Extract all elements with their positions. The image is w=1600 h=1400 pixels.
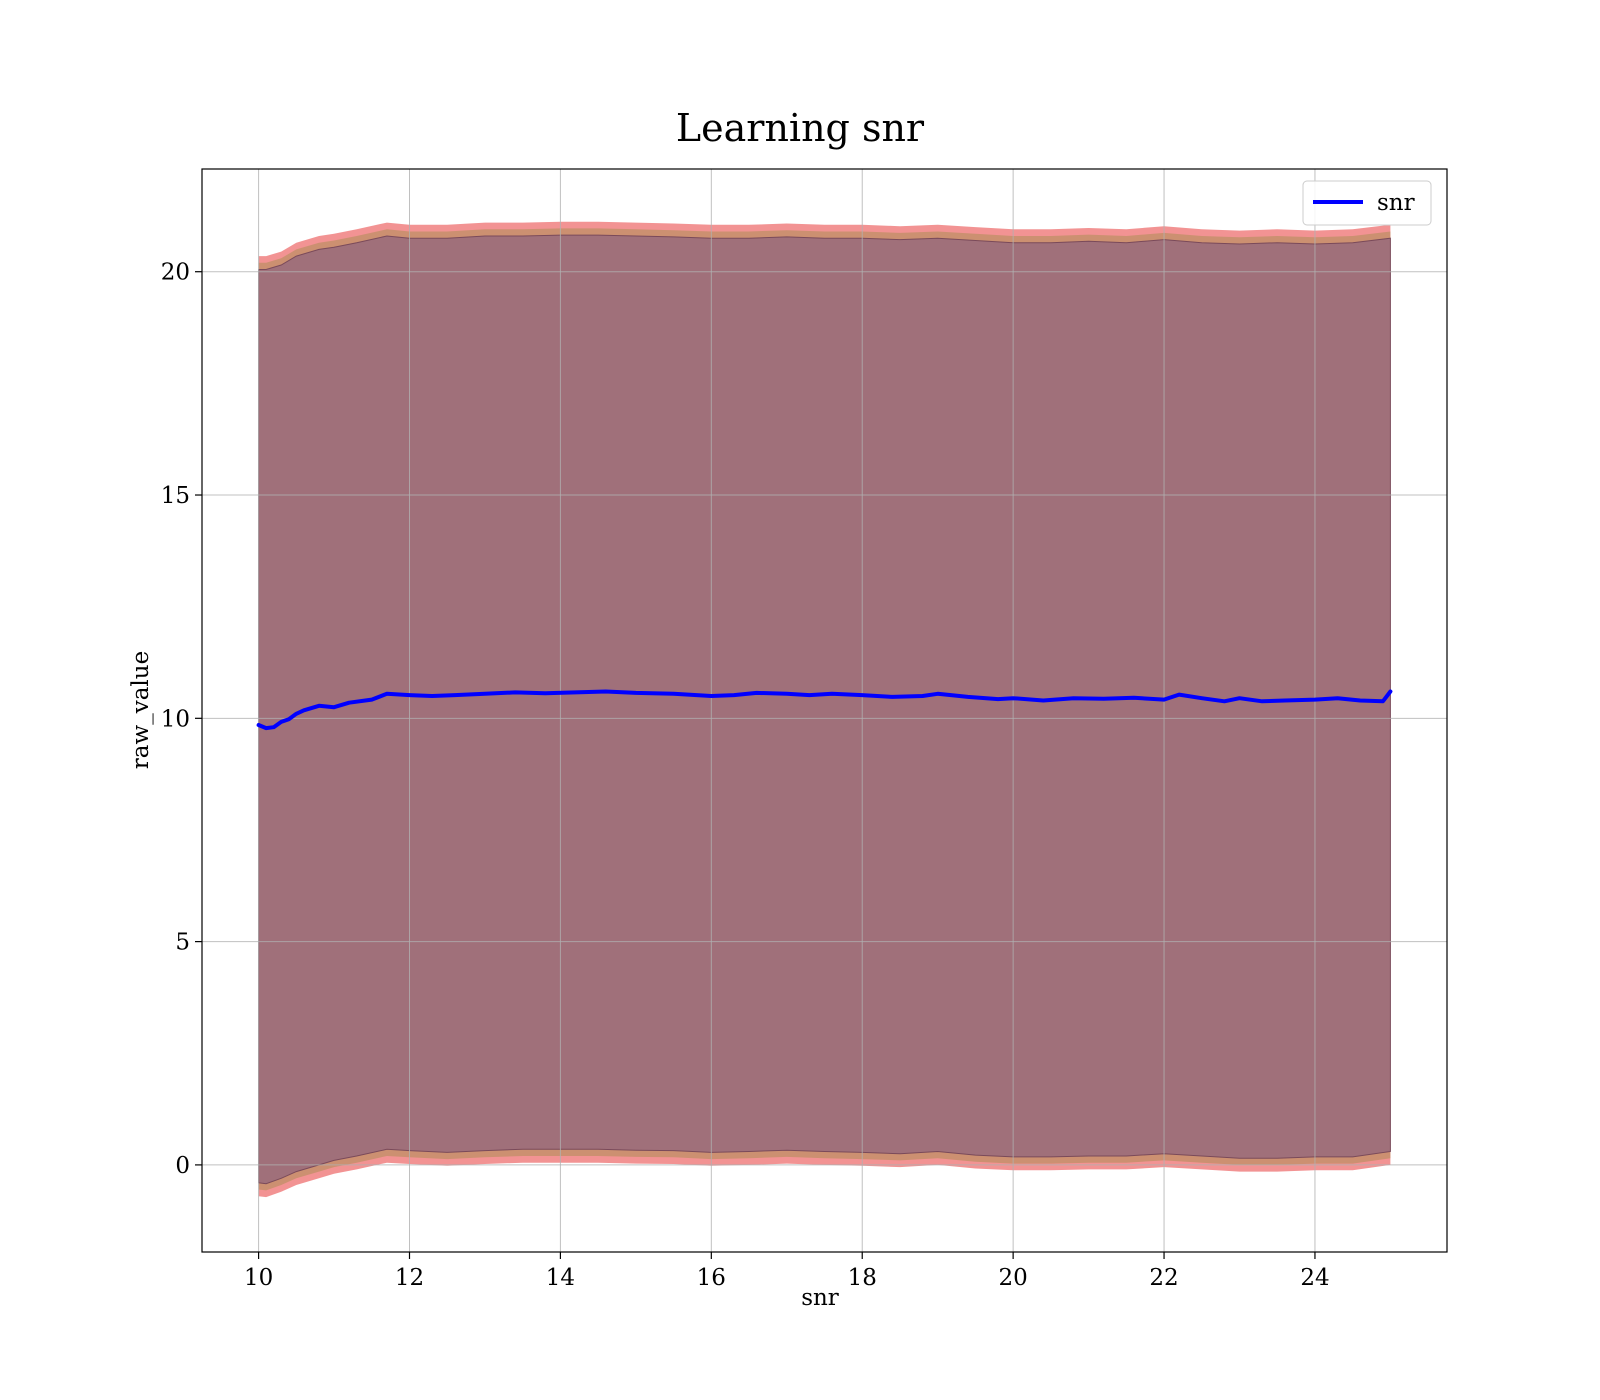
x-tick-label-14: 14 [546,1265,575,1291]
series-lines [256,689,1393,731]
y-tick-label-10: 10 [161,706,190,732]
y-tick-label-0: 0 [175,1153,190,1179]
plot-frame [201,168,1448,1253]
y-tick-label-5: 5 [175,930,190,956]
x-tick-label-22: 22 [1149,1265,1178,1291]
x-tick-label-12: 12 [395,1265,424,1291]
x-axis-ticks: 10 12 14 16 18 20 22 24 [244,1252,1330,1291]
y-tick-label-15: 15 [161,483,190,509]
legend-label-snr: snr [1377,190,1415,216]
plot-area [201,168,1448,1253]
chart-title: Learning snr [676,106,925,150]
x-tick-label-10: 10 [244,1265,273,1291]
x-tick-label-20: 20 [998,1265,1027,1291]
x-axis-label: snr [801,1285,839,1311]
legend: snr [1302,180,1432,226]
confidence-band-3 [258,234,1391,1185]
series-line-snr [256,689,1393,731]
y-tick-label-20: 20 [161,260,190,286]
x-tick-label-24: 24 [1300,1265,1329,1291]
grid-lines [202,169,1447,1252]
legend-box [1302,180,1432,226]
x-tick-label-16: 16 [697,1265,726,1291]
y-axis-ticks: 0 5 10 15 20 [161,260,202,1179]
confidence-bands [258,221,1391,1198]
y-axis-label: raw_value [128,651,154,769]
x-tick-label-18: 18 [848,1265,877,1291]
